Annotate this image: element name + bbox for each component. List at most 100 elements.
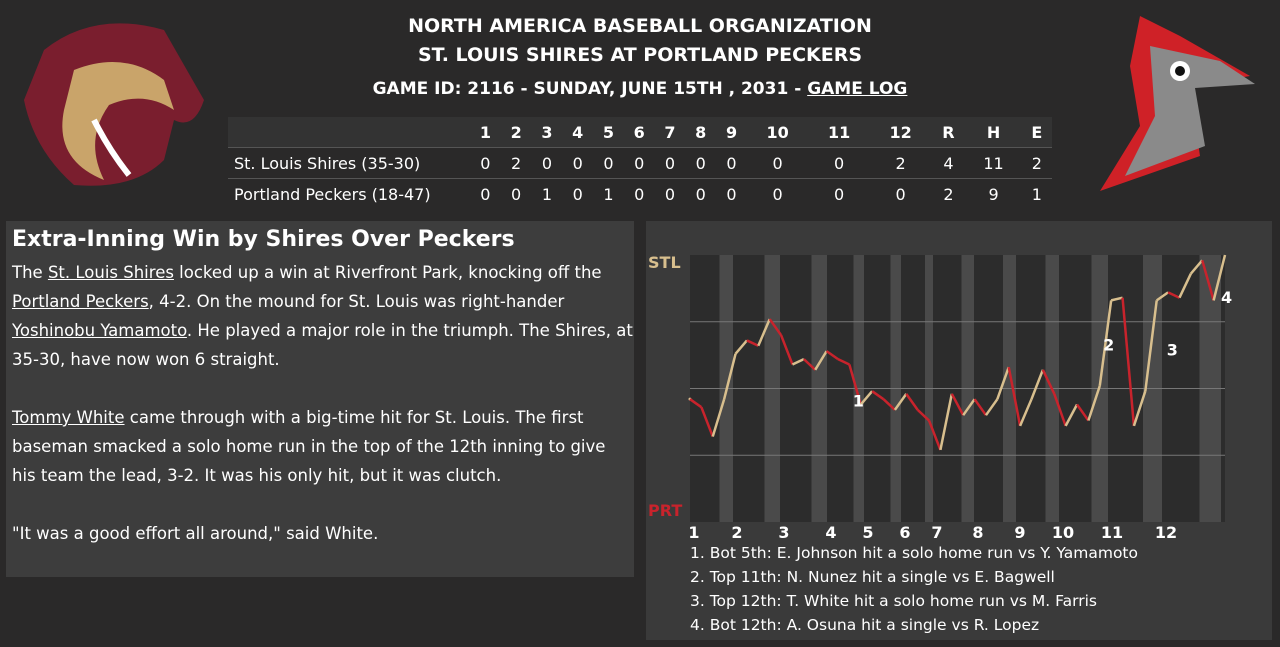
win-prob-segment: [962, 398, 976, 416]
score-cell: 0: [716, 178, 747, 209]
win-prob-segment: [1041, 369, 1056, 395]
score-cell: 2: [500, 147, 532, 179]
score-cell: 0: [531, 147, 563, 179]
score-cell: 2: [869, 147, 932, 179]
win-prob-segment: [1178, 273, 1192, 299]
article-link[interactable]: Tommy White: [12, 408, 125, 427]
win-prob-segment: [779, 334, 794, 365]
article-text: The: [12, 263, 48, 282]
win-prob-segment: [711, 398, 726, 437]
win-prob-segment: [1189, 259, 1204, 275]
article-text: , 4-2. On the mound for St. Louis was ri…: [148, 292, 565, 311]
article-link[interactable]: Portland Peckers: [12, 292, 149, 311]
win-prob-segment: [837, 357, 850, 366]
score-cell: 0: [685, 147, 717, 179]
column-header: 9: [725, 122, 738, 142]
score-cell: 0: [654, 147, 686, 179]
score-cell: 0: [716, 147, 747, 179]
win-prob-segment: [905, 393, 919, 411]
peckers-logo: [1100, 16, 1255, 191]
win-prob-segment: [814, 350, 828, 371]
header-row: 1 2 3 4 5 6 7 8 9 10 11 12 R H E: [228, 117, 1052, 148]
article-text: came through with a big-time hit for St.…: [12, 408, 606, 485]
x-tick-label: 10: [1052, 523, 1074, 542]
article-link[interactable]: St. Louis Shires: [47, 263, 174, 282]
score-cell: 0: [808, 147, 870, 179]
score-cell: 0: [808, 178, 870, 209]
article-link[interactable]: Yoshinobu Yamamoto: [12, 321, 187, 340]
headline: Extra-Inning Win by Shires Over Peckers: [12, 227, 515, 252]
win-prob-segment: [882, 398, 896, 411]
win-prob-segment: [722, 353, 737, 400]
x-tick-label: 8: [972, 523, 983, 542]
win-prob-segment: [996, 366, 1010, 400]
win-prob-segment: [1098, 300, 1113, 386]
score-cell: 0: [562, 178, 594, 209]
win-prob-segment: [825, 350, 839, 361]
win-prob-segment: [734, 339, 748, 355]
win-prob-segment: [859, 390, 874, 406]
win-prob-segment: [768, 318, 783, 336]
win-prob-segment: [1144, 300, 1158, 392]
win-prob-segment: [1018, 398, 1033, 427]
team-row: St. Louis Shires (35-30) 0 2 0 0 0 0 0 0 0 0 0 2 4 11 2: [228, 147, 1052, 179]
win-prob-segment: [757, 318, 771, 347]
score-cell: 2: [931, 178, 966, 209]
score-cell: 11: [965, 147, 1022, 179]
event-note: 3. Top 12th: T. White hit a solo home ru…: [690, 592, 1097, 610]
win-prob-segment: [1076, 403, 1090, 422]
team-row: Portland Peckers (18-47) 0 0 1 0 1 0 0 0 0 0 0 0 2 9 1: [228, 178, 1052, 209]
paragraph: The St. Louis Shires locked up a win at …: [12, 258, 634, 374]
win-prob-segment: [984, 398, 999, 416]
win-prob-segment: [939, 393, 954, 451]
column-header: 11: [828, 122, 851, 142]
team-name: Portland Peckers (18-47): [228, 178, 470, 209]
win-prob-segment: [802, 358, 817, 371]
paragraph: "It was a good effort all around," said …: [12, 519, 634, 548]
x-tick-label: 11: [1101, 523, 1123, 542]
column-header: R: [942, 122, 955, 142]
win-prob-segment: [871, 390, 885, 401]
win-prob-segment: [1110, 296, 1123, 302]
column-header: E: [1031, 122, 1043, 142]
column-header: 3: [541, 122, 553, 142]
score-cell: 1: [531, 178, 563, 209]
score-cell: 9: [965, 178, 1022, 209]
score-cell: 0: [470, 178, 501, 209]
score-cell: 0: [623, 178, 655, 209]
x-tick-label: 1: [688, 523, 699, 542]
game-info: GAME ID: 2116 - SUNDAY, JUNE 15TH , 2031…: [0, 79, 1280, 99]
column-header: H: [986, 122, 1001, 142]
win-prob-segment: [791, 357, 805, 366]
team-name: St. Louis Shires (35-30): [228, 147, 470, 179]
score-cell: 0: [869, 178, 932, 209]
x-tick-label: 2: [731, 523, 742, 542]
win-prob-segment: [1064, 403, 1079, 427]
y-bottom-label: PRT: [648, 501, 682, 520]
win-prob-segment: [1201, 259, 1215, 301]
win-prob-segment: [973, 398, 987, 416]
column-header: 5: [602, 122, 615, 142]
event-note: 4. Bot 12th: A. Osuna hit a single vs R.…: [690, 616, 1039, 634]
game-info-text: GAME ID: 2116 - SUNDAY, JUNE 15TH , 2031…: [372, 79, 808, 99]
win-prob-segment: [1087, 385, 1101, 421]
column-header: 6: [633, 122, 645, 142]
win-prob-segment: [746, 339, 759, 347]
game-log-link[interactable]: GAME LOG: [807, 79, 908, 99]
column-header: 12: [889, 122, 912, 142]
score-cell: 0: [623, 147, 655, 179]
column-header: 7: [664, 122, 676, 142]
score-cell: 0: [746, 178, 809, 209]
article-text: . He played a major role in the triumph.…: [12, 321, 633, 369]
score-cell: 0: [470, 147, 501, 179]
x-tick-label: 7: [931, 523, 942, 542]
win-prob-segment: [1030, 369, 1045, 400]
score-cell: 2: [1021, 147, 1052, 179]
x-tick-label: 3: [778, 523, 789, 542]
event-note: 1. Bot 5th: E. Johnson hit a solo home r…: [690, 544, 1138, 562]
win-prob-segment: [1132, 390, 1147, 427]
win-prob-segment: [700, 406, 714, 438]
score-cell: 0: [746, 147, 809, 179]
y-top-label: STL: [648, 253, 681, 272]
